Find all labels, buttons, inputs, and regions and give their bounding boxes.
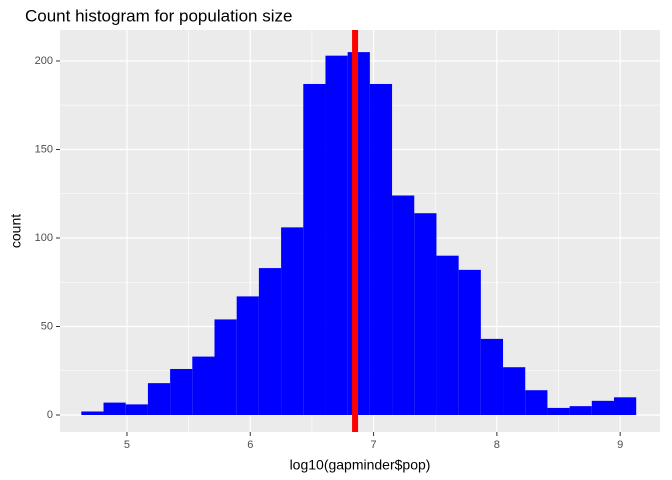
- y-tick-label: 100: [35, 232, 53, 244]
- bar: [503, 367, 526, 416]
- y-axis-label: count: [8, 214, 24, 248]
- x-tick-label: 6: [247, 439, 253, 451]
- bar: [303, 83, 326, 416]
- bar: [170, 368, 193, 416]
- bar: [214, 319, 237, 416]
- bar: [614, 397, 637, 416]
- bar: [103, 402, 126, 416]
- bar: [281, 227, 304, 416]
- x-tick-label: 8: [494, 439, 500, 451]
- x-tick-label: 5: [124, 439, 130, 451]
- bar: [569, 406, 592, 416]
- y-tick-label: 200: [35, 55, 53, 67]
- x-tick-label: 7: [371, 439, 377, 451]
- bar: [458, 269, 481, 416]
- bar: [392, 195, 415, 416]
- y-tick-label: 0: [47, 409, 53, 421]
- bar: [192, 356, 215, 416]
- bar: [547, 407, 570, 416]
- bar: [480, 338, 504, 416]
- bar: [236, 296, 259, 416]
- bar: [325, 55, 348, 416]
- x-axis-label: log10(gapminder$pop): [290, 457, 431, 473]
- bar: [525, 390, 548, 416]
- bar: [347, 52, 370, 416]
- bar: [436, 255, 459, 416]
- bar: [81, 411, 104, 416]
- bar: [414, 213, 437, 416]
- y-tick-label: 150: [35, 143, 53, 155]
- chart-title: Count histogram for population size: [25, 6, 292, 25]
- bar: [125, 404, 148, 416]
- bar: [369, 83, 393, 416]
- x-tick-label: 9: [617, 439, 623, 451]
- bar: [147, 383, 171, 416]
- bar: [258, 268, 282, 416]
- bar: [591, 400, 615, 416]
- y-tick-label: 50: [41, 320, 53, 332]
